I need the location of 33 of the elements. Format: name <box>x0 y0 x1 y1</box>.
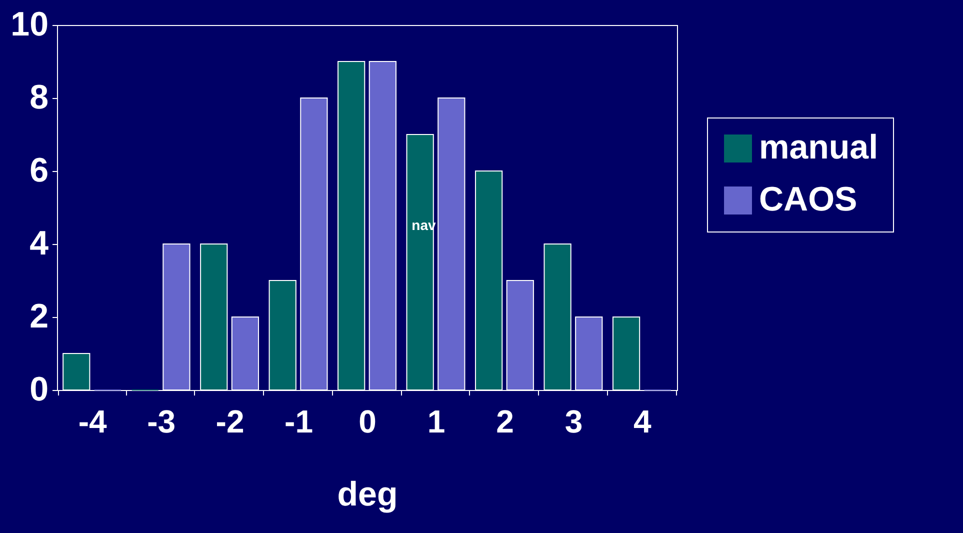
bar <box>544 244 572 390</box>
bar <box>300 98 328 390</box>
y-tick-label: 0 <box>30 370 48 408</box>
bar <box>506 280 534 390</box>
bar <box>575 316 603 390</box>
bar <box>368 61 396 390</box>
x-axis-title: deg <box>337 476 398 514</box>
y-tick-label: 8 <box>30 78 48 116</box>
legend-label: CAOS <box>759 180 858 218</box>
bar <box>62 353 90 390</box>
x-tick-label: -2 <box>216 404 244 440</box>
x-tick-label: 2 <box>496 404 514 440</box>
legend-label: manual <box>759 128 878 166</box>
bar <box>231 316 260 390</box>
bar <box>162 244 190 390</box>
bar <box>438 98 466 390</box>
bar <box>406 134 434 390</box>
y-tick-label: 10 <box>10 6 48 44</box>
x-tick-label: -4 <box>78 404 107 440</box>
x-tick-label: 1 <box>427 404 446 440</box>
bar <box>268 280 296 390</box>
bar <box>612 316 640 390</box>
x-tick-label: 4 <box>634 404 652 440</box>
bar <box>338 61 366 390</box>
y-tick-label: 4 <box>30 224 49 262</box>
x-tick-label: -1 <box>284 404 313 440</box>
x-tick-label: 3 <box>564 404 583 440</box>
bar <box>200 244 228 390</box>
y-tick-label: 2 <box>30 298 48 336</box>
bar <box>474 170 503 390</box>
y-tick-label: 6 <box>30 152 48 190</box>
x-tick-label: -3 <box>147 404 176 440</box>
x-tick-label: 0 <box>358 404 376 440</box>
